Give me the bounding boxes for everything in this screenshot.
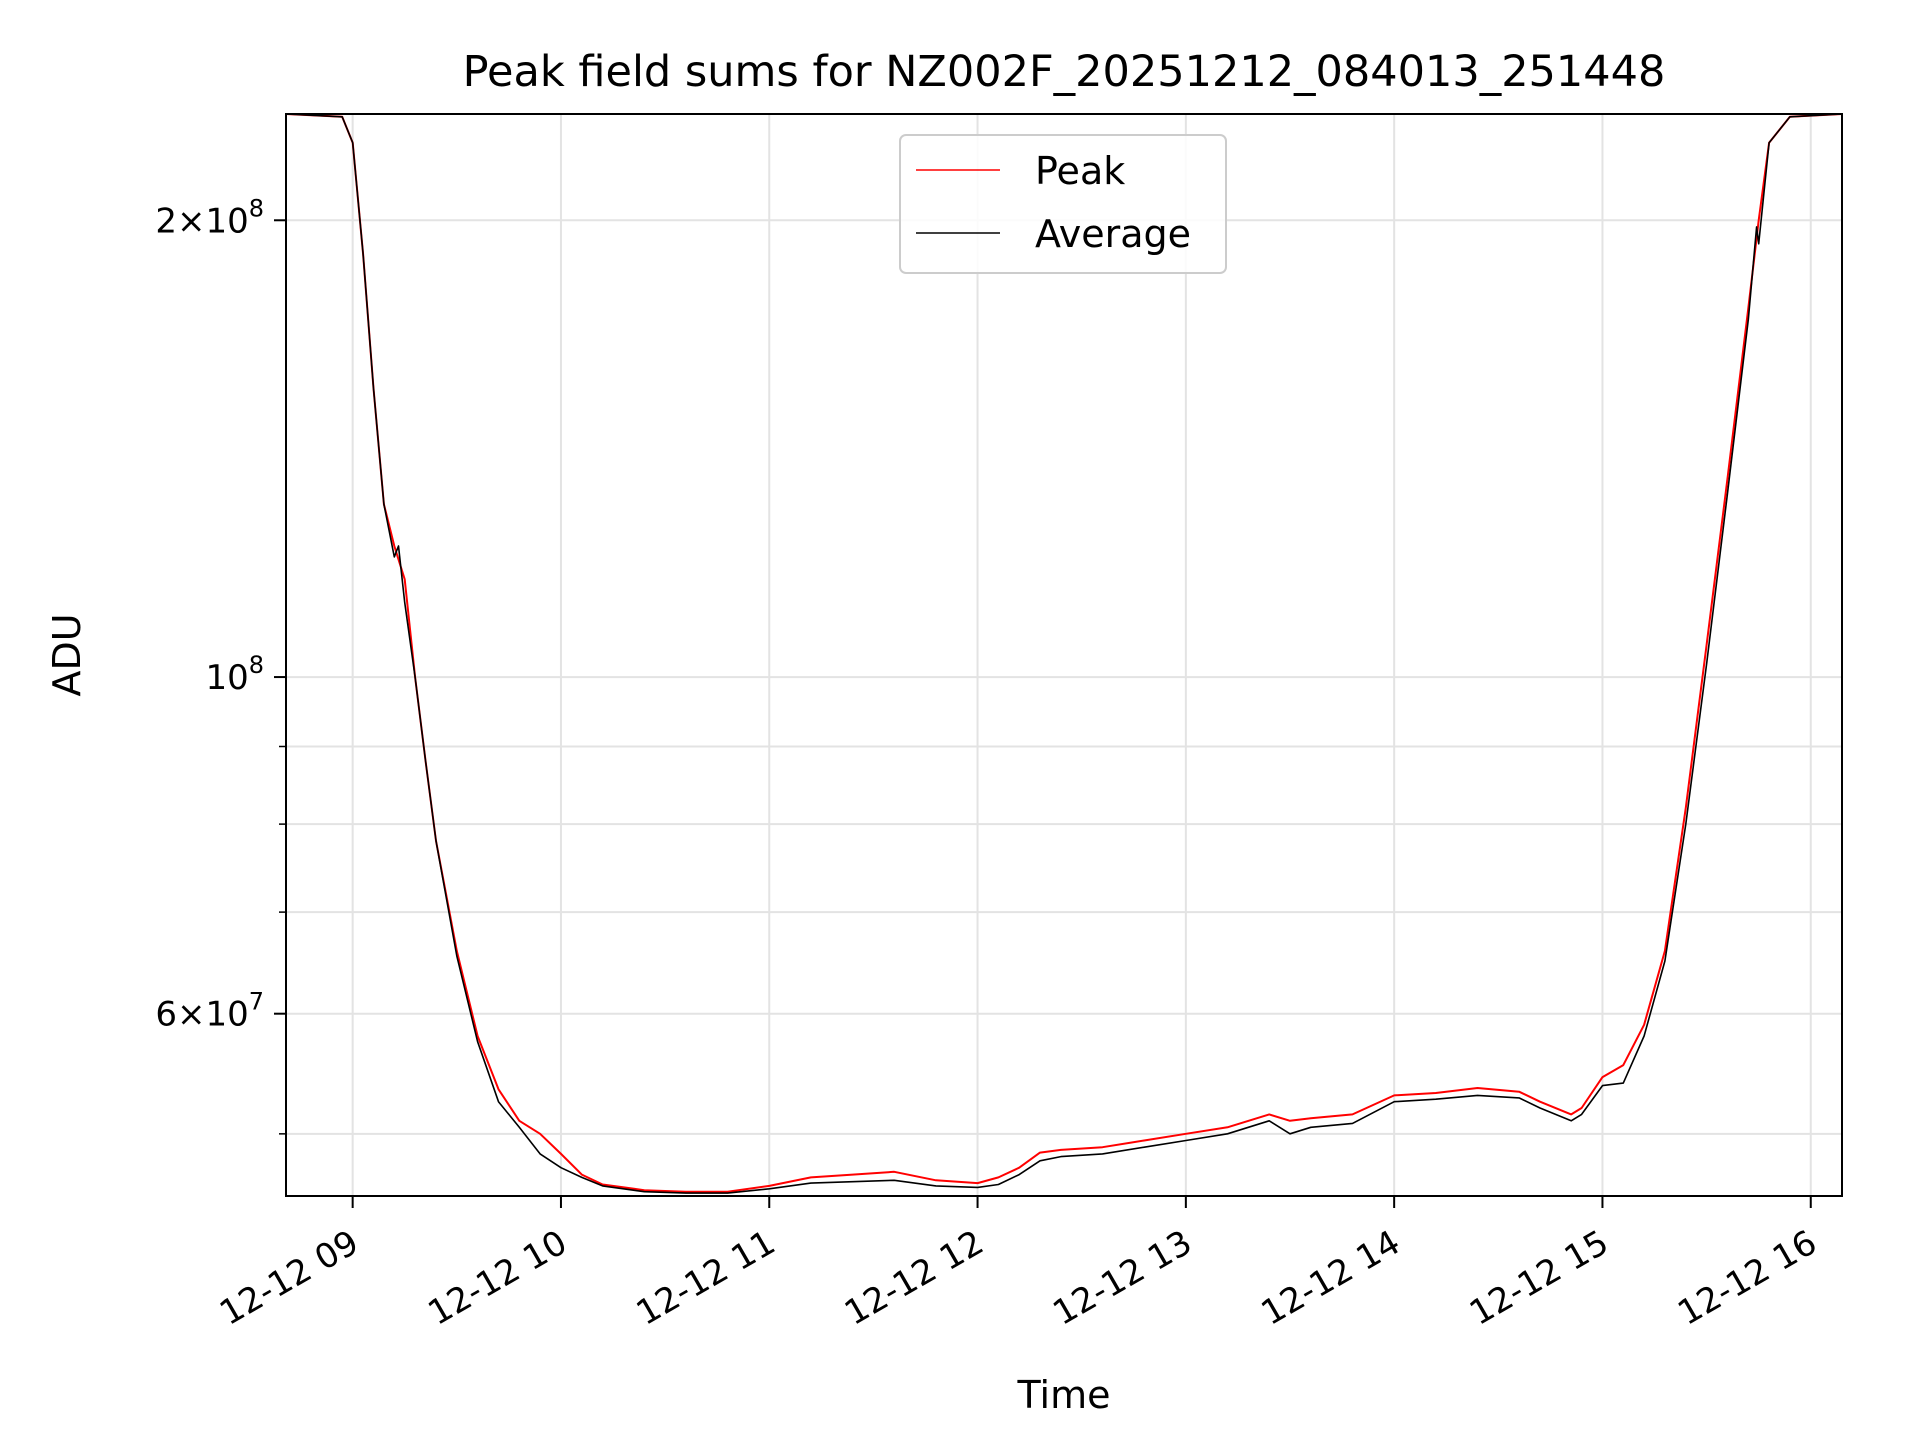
plot-frame [285, 113, 1843, 1197]
y-axis-label: ADU [45, 613, 89, 696]
y-tick-label: 108 [205, 651, 264, 698]
chart-title: Peak field sums for NZ002F_20251212_0840… [463, 47, 1666, 97]
legend-label-peak: Peak [1035, 149, 1125, 193]
legend: Peak Average [899, 134, 1227, 274]
legend-label-average: Average [1035, 212, 1191, 256]
y-tick-label: 2×108 [155, 194, 264, 241]
y-tick-label: 6×107 [155, 988, 264, 1035]
series-lines [285, 113, 1843, 1194]
y-axis-ticks: 108 2×108 6×107 [155, 194, 286, 1135]
series-line-average [285, 113, 1843, 1194]
x-axis-label: Time [1017, 1373, 1111, 1417]
